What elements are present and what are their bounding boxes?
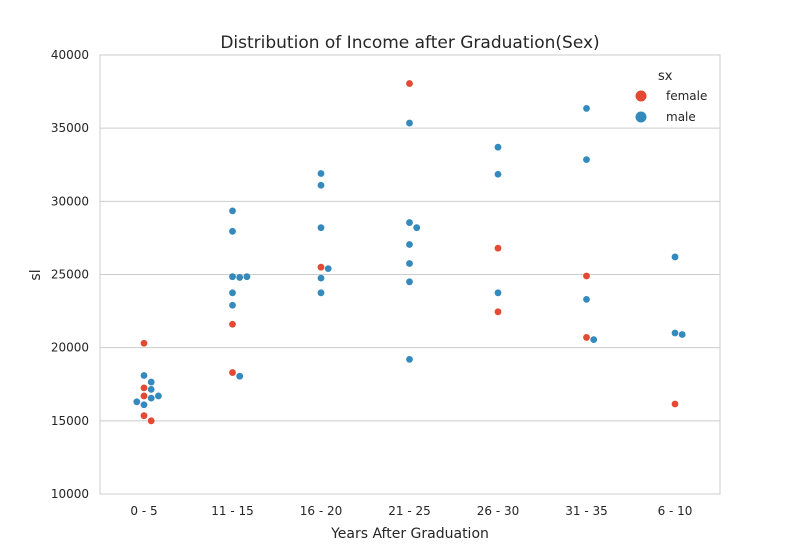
- data-point-male: [243, 273, 251, 281]
- x-tick-label: 31 - 35: [565, 504, 608, 518]
- data-point-male: [317, 289, 325, 297]
- data-point-female: [671, 400, 679, 408]
- data-point-male: [147, 394, 155, 402]
- data-point-male: [324, 265, 332, 273]
- y-tick-labels: 10000 15000 20000 25000 30000 35000 40000: [51, 48, 89, 501]
- legend-title: sx: [658, 69, 673, 84]
- data-point-male: [583, 105, 590, 112]
- data-point-female: [140, 392, 148, 400]
- data-point-male: [229, 289, 236, 297]
- x-axis-label: Years After Graduation: [330, 526, 489, 542]
- y-tick-label: 20000: [51, 341, 89, 355]
- y-tick-label: 25000: [51, 268, 89, 282]
- data-point-male: [317, 170, 325, 177]
- data-point-male: [494, 289, 502, 297]
- grid-lines: [100, 127, 720, 422]
- data-point-male: [671, 253, 679, 261]
- data-point-female: [140, 412, 148, 420]
- data-point-female: [494, 308, 502, 316]
- y-axis-label: sl: [28, 269, 44, 280]
- y-tick-label: 35000: [51, 121, 89, 135]
- data-point-male: [406, 355, 413, 363]
- x-tick-label: 21 - 25: [388, 504, 431, 518]
- data-point-male: [317, 274, 325, 282]
- data-point-male: [494, 143, 502, 151]
- y-tick-label: 40000: [51, 48, 89, 62]
- data-point-male: [229, 227, 236, 235]
- data-point-male: [236, 372, 244, 380]
- legend-marker-male: [635, 111, 647, 123]
- legend-label-female: female: [666, 89, 707, 103]
- y-tick-label: 10000: [51, 487, 89, 501]
- data-point-male: [406, 119, 413, 127]
- legend-marker-female: [635, 90, 647, 102]
- data-point-female: [229, 369, 236, 376]
- plot-frame: [99, 54, 721, 495]
- data-point-male: [133, 398, 141, 406]
- x-tick-label: 0 - 5: [130, 504, 157, 518]
- x-tick-labels: 0 - 5 11 - 15 16 - 20 21 - 25 26 - 30 31 - 35…: [130, 504, 692, 518]
- data-point-male: [147, 378, 155, 386]
- data-point-male: [583, 156, 590, 164]
- data-point-female: [229, 320, 236, 328]
- legend-label-male: male: [666, 110, 696, 124]
- data-point-male: [229, 301, 236, 309]
- data-point-male: [671, 329, 679, 337]
- y-tick-label: 15000: [51, 414, 89, 428]
- data-point-male: [406, 219, 413, 226]
- data-point-male: [494, 170, 502, 178]
- x-tick-label: 26 - 30: [477, 504, 520, 518]
- x-tick-label: 6 - 10: [658, 504, 693, 518]
- data-point-female: [147, 417, 155, 425]
- data-point-male: [413, 224, 421, 232]
- data-point-male: [590, 336, 598, 344]
- data-point-male: [236, 274, 244, 281]
- data-point-male: [317, 181, 325, 189]
- data-point-male: [147, 385, 155, 393]
- data-point-male: [406, 278, 413, 286]
- data-point-female: [583, 334, 590, 341]
- data-point-male: [317, 224, 325, 232]
- data-point-female: [140, 339, 148, 347]
- data-point-male: [406, 241, 413, 248]
- data-point-female: [583, 272, 590, 280]
- data-point-female: [406, 80, 413, 87]
- chart-title: Distribution of Income after Graduation(…: [220, 33, 599, 53]
- data-point-male: [155, 392, 162, 400]
- data-point-female: [140, 384, 148, 392]
- data-point-male: [406, 260, 413, 267]
- legend: sx female male: [635, 69, 707, 124]
- y-tick-label: 30000: [51, 194, 89, 208]
- x-tick-label: 16 - 20: [300, 504, 343, 518]
- data-point-male: [140, 401, 148, 409]
- data-point-female: [317, 263, 325, 271]
- data-point-male: [140, 372, 148, 379]
- data-point-male: [678, 331, 686, 338]
- data-point-male: [229, 207, 236, 215]
- data-points: [133, 80, 686, 425]
- data-point-female: [494, 244, 502, 252]
- data-point-male: [583, 295, 590, 303]
- data-point-male: [229, 273, 236, 281]
- x-tick-label: 11 - 15: [211, 504, 254, 518]
